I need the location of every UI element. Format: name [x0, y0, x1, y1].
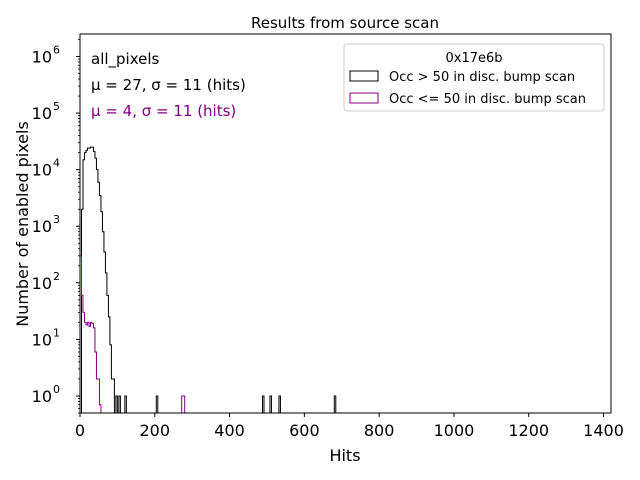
- y-tick-label-exponent: 4: [53, 157, 60, 170]
- series-1-step-run-1: [181, 395, 186, 413]
- y-tick-label: 10: [32, 387, 52, 406]
- series-0-step-run-7: [278, 395, 281, 413]
- series-1-step-run-0: [79, 255, 102, 413]
- series-0-step-run-6: [269, 395, 272, 413]
- y-axis-label: Number of enabled pixels: [13, 121, 32, 327]
- y-tick-label: 10: [32, 104, 52, 123]
- y-tick-label-exponent: 3: [53, 213, 60, 226]
- x-axis-label: Hits: [329, 446, 360, 465]
- x-tick-label: 400: [214, 421, 245, 440]
- legend-title: 0x17e6b: [445, 51, 502, 66]
- annotation-all-pixels: all_pixels: [91, 50, 160, 69]
- x-tick-label: 1200: [508, 421, 549, 440]
- y-tick-label: 10: [32, 274, 52, 293]
- chart-title: Results from source scan: [251, 14, 439, 32]
- x-tick-label: 600: [289, 421, 320, 440]
- legend-entry-black: Occ > 50 in disc. bump scan: [389, 70, 575, 85]
- series-0-step-run-8: [333, 395, 337, 413]
- legend-box: [343, 43, 605, 112]
- series-0-step-run-2: [118, 395, 121, 413]
- y-tick-label-exponent: 1: [53, 326, 60, 339]
- y-tick-label-exponent: 5: [53, 100, 60, 113]
- series-0-step-run-1: [115, 395, 118, 413]
- series-0-step-run-5: [261, 395, 265, 413]
- plot-frame: [79, 33, 612, 414]
- x-tick-label: 1000: [434, 421, 475, 440]
- x-tick-label: 1400: [583, 421, 624, 440]
- series-0-step-run-3: [124, 395, 127, 413]
- series-0-step-run-0: [81, 146, 115, 413]
- legend-entry-purple: Occ <= 50 in disc. bump scan: [389, 92, 586, 107]
- y-tick-label-exponent: 0: [53, 383, 60, 396]
- y-tick-label: 10: [32, 48, 52, 67]
- x-tick-label: 200: [140, 421, 171, 440]
- annotation-black-stats: μ = 27, σ = 11 (hits): [91, 76, 246, 94]
- legend-swatch-purple: [349, 92, 379, 104]
- annotation-purple-stats: μ = 4, σ = 11 (hits): [91, 102, 236, 120]
- legend: 0x17e6b Occ > 50 in disc. bump scan Occ …: [343, 43, 605, 112]
- y-tick-label: 10: [32, 161, 52, 180]
- x-tick-label: 0: [75, 421, 85, 440]
- y-tick-label: 10: [32, 217, 52, 236]
- series-layer: [79, 146, 337, 413]
- y-tick-label: 10: [32, 330, 52, 349]
- x-tick-label: 800: [364, 421, 395, 440]
- legend-swatch-black: [349, 70, 379, 82]
- y-tick-label-exponent: 6: [53, 44, 60, 57]
- series-0-step-run-4: [155, 395, 159, 413]
- y-tick-label-exponent: 2: [53, 270, 60, 283]
- x-axis-ticks: 0 200 400 600 800 1000 1200 1400: [75, 413, 624, 440]
